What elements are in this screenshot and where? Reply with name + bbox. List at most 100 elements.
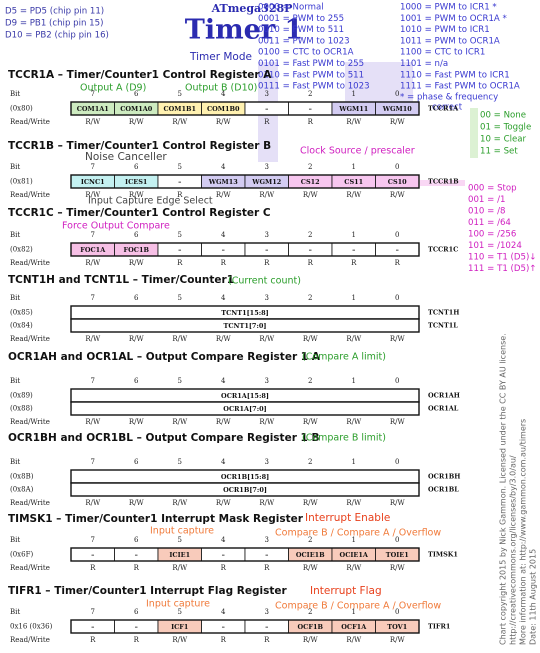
rw-value: R: [221, 636, 227, 644]
annotation: (Current count): [228, 276, 301, 287]
address: (0x80): [10, 105, 33, 113]
rw-value: R/W: [346, 418, 362, 426]
cell-label: –: [222, 246, 225, 254]
rw-value: R/W: [346, 564, 362, 572]
timer-mode: 0101 = Fast PWM to 255: [258, 59, 364, 69]
rw-value: R/W: [216, 191, 232, 199]
cell-label: COM1A1: [77, 105, 109, 113]
rw-value: R/W: [346, 636, 362, 644]
bit-number: 5: [178, 90, 182, 98]
bit-number: 7: [91, 231, 95, 239]
register-outline: [70, 482, 420, 497]
bit-number: 1: [352, 377, 356, 385]
bit-number: 3: [265, 231, 269, 239]
rw-value: R: [90, 636, 96, 644]
cell-label: TOIE1: [386, 551, 409, 559]
com-mode: 10 = Clear: [480, 135, 527, 145]
bit-number: 2: [308, 536, 312, 544]
cell-label: CS11: [344, 178, 363, 186]
register-outline: [70, 242, 420, 257]
bit-number: 2: [308, 294, 312, 302]
timer-mode: 0110 = Fast PWM to 511: [258, 70, 364, 80]
bit-number: 7: [91, 90, 95, 98]
bit-number: 4: [221, 608, 226, 616]
cell-label: OCIE1A: [340, 551, 369, 559]
address: (0x89): [10, 392, 33, 400]
pin-label: D5 = PD5 (chip pin 11): [5, 7, 104, 17]
rw-value: R/W: [390, 191, 406, 199]
cell-label: COM1A0: [120, 105, 153, 113]
title: Timer 1: [185, 15, 304, 46]
bit-number: 6: [134, 90, 139, 98]
address: (0x84): [10, 322, 33, 330]
cell-label: OCF1B: [298, 623, 324, 631]
rw-value: R: [221, 564, 227, 572]
bit-number: 2: [308, 231, 312, 239]
register-outline: [70, 547, 420, 562]
cell-label: COM1B1: [163, 105, 196, 113]
bit-number: 5: [178, 536, 182, 544]
rw-value: R/W: [216, 335, 232, 343]
bit-number: 6: [134, 458, 139, 466]
register-title: OCR1AH and OCR1AL – Output Compare Regis…: [8, 351, 321, 363]
cell-label: FOC1A: [80, 246, 106, 254]
rw-label: Read/Write: [10, 418, 50, 426]
cell-label: –: [265, 246, 268, 254]
rw-value: R/W: [129, 118, 145, 126]
cell-label: OCF1A: [341, 623, 367, 631]
bit-number: 4: [221, 377, 226, 385]
rw-value: R/W: [129, 499, 145, 507]
cell-label: OCR1B[15:8]: [221, 473, 269, 481]
cell-label: –: [222, 551, 225, 559]
register-title: TCCR1C – Timer/Counter1 Control Register…: [8, 207, 271, 219]
rw-value: R: [134, 636, 140, 644]
rw-value: R/W: [129, 259, 145, 267]
rw-value: R: [177, 191, 183, 199]
register-name: TCCR1B: [428, 178, 459, 186]
bit-label: Bit: [10, 536, 20, 544]
rw-value: R/W: [303, 418, 319, 426]
annotation: Force Output Compare: [62, 221, 170, 232]
bit-number: 6: [134, 231, 139, 239]
cell-label: OCR1A[15:8]: [221, 392, 269, 400]
annotation: Output A (D9): [80, 83, 146, 94]
bit-number: 5: [178, 294, 182, 302]
register-name: OCR1BL: [428, 486, 459, 494]
annotation: Noise Canceller: [85, 151, 167, 163]
annotation: Clock Source / prescaler: [300, 146, 415, 157]
cell-label: WGM11: [338, 105, 368, 113]
cell-label: WGM13: [208, 178, 239, 186]
bit-number: 5: [178, 163, 182, 171]
rw-value: R/W: [172, 636, 188, 644]
bit-number: 7: [91, 608, 95, 616]
rw-value: R/W: [85, 118, 101, 126]
rw-label: Read/Write: [10, 564, 50, 572]
rw-value: R/W: [216, 499, 232, 507]
cell-label: –: [396, 246, 399, 254]
com-mode: 01 = Toggle: [480, 123, 531, 133]
rw-value: R: [264, 636, 270, 644]
bit-number: 3: [265, 90, 269, 98]
register-outline: [70, 619, 420, 634]
rw-value: R/W: [85, 259, 101, 267]
cell-label: OCIE1B: [296, 551, 325, 559]
register-outline: [70, 174, 420, 189]
bit-number: 7: [91, 458, 95, 466]
bit-number: 3: [265, 458, 269, 466]
bit-number: 4: [221, 458, 226, 466]
cell-label: –: [178, 246, 181, 254]
cell-label: –: [222, 623, 225, 631]
rw-value: R: [134, 564, 140, 572]
cell-label: ICF1: [171, 623, 188, 631]
bit-number: 0: [395, 608, 399, 616]
bit-number: 1: [352, 231, 356, 239]
bit-number: 6: [134, 377, 139, 385]
rw-value: R/W: [259, 335, 275, 343]
rw-value: R/W: [259, 499, 275, 507]
address: 0x16 (0x36): [10, 623, 53, 631]
clock-source: 101 = /1024: [468, 241, 522, 251]
address: (0x8B): [10, 473, 34, 481]
bit-label: Bit: [10, 608, 20, 616]
annotation: Interrupt Enable: [305, 512, 390, 524]
